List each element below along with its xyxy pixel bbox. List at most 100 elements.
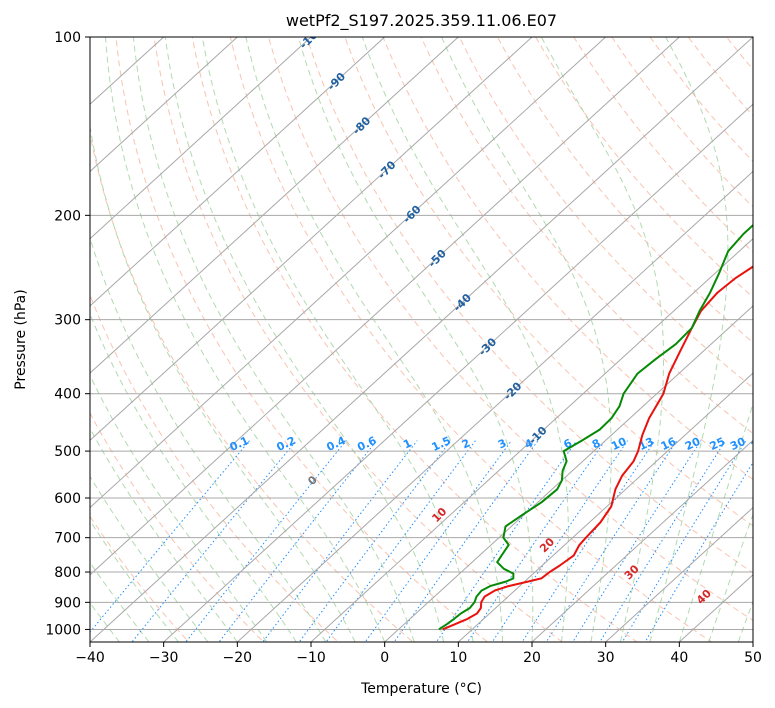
moist-adiabat-line: [678, 401, 753, 642]
isotherm-line: [90, 37, 460, 374]
dry-adiabat-line: [267, 37, 753, 622]
y-tick-label: 300: [54, 313, 81, 329]
temperature-profile-line: [442, 265, 753, 631]
isotherm-line: [531, 439, 753, 642]
moist-adiabat-line: [105, 37, 386, 642]
dry-adiabat-line: [90, 412, 265, 642]
mixing-ratio-labels: 0.1 0.2 0.4 0.6 1 1.5 2 3 4 6 8 10 13 16 20 25 30 36: [228, 434, 769, 454]
mixing-ratio-line: [491, 440, 629, 642]
x-tick-label: 20: [523, 650, 541, 666]
y-tick-label: 1000: [45, 622, 81, 638]
moist-adiabat-line: [90, 374, 268, 642]
x-tick-label: 50: [744, 650, 762, 666]
dewpoint-profile-line: [438, 223, 753, 631]
dry-adiabat-line: [344, 37, 753, 527]
moist-adiabat-line: [361, 37, 569, 642]
isotherm-line: [383, 305, 753, 642]
isotherm-line: [457, 372, 753, 642]
mixing-ratio-lines: [90, 440, 753, 642]
dry-adiabats: [90, 0, 775, 654]
mixing-ratio-line: [218, 440, 378, 642]
isotherm-line: [604, 506, 753, 642]
plot-frame: [89, 36, 754, 643]
moist-adiabat-line: [441, 37, 612, 642]
mixing-ratio-line: [364, 440, 512, 642]
mixing-ratio-line: [466, 440, 606, 642]
moist-adiabat-line: [90, 561, 150, 642]
mixing-ratio-line: [545, 440, 678, 642]
dry-adiabat-line: [229, 37, 713, 642]
y-tick-label: 100: [54, 30, 81, 46]
plot-area: -100-90-80-70-60-50-40-30-20-10 0.1 0.2 0.…: [0, 0, 775, 654]
x-tick-label: −10: [296, 650, 326, 666]
dry-adiabat-line: [115, 37, 489, 642]
isotherm-line: [90, 37, 312, 240]
mixing-ratio-line: [572, 440, 702, 642]
dry-adiabat-line: [306, 37, 753, 574]
x-tick-label: 30: [597, 650, 615, 666]
dry-adiabat-line: [153, 37, 564, 642]
moist-adiabat-line: [90, 312, 297, 642]
y-tick-label: 900: [54, 595, 81, 611]
y-axis: 100 200 300 400 500 600 700 800 900 1000: [45, 30, 90, 638]
isotherm-line: [90, 37, 533, 442]
isotherm-line: [90, 37, 753, 642]
dry-adiabat-line: [757, 0, 775, 654]
mixing-ratio-line: [90, 440, 250, 633]
moist-adiabat-line: [90, 427, 238, 642]
moist-adiabat-line: [90, 519, 179, 642]
y-tick-label: 800: [54, 565, 81, 581]
moist-adiabat-line: [90, 475, 209, 642]
moist-adiabat-line: [90, 236, 327, 642]
dry-adiabat-line: [191, 37, 638, 642]
isobars: [90, 37, 753, 630]
isotherm-line: [90, 37, 386, 307]
isotherm-line: [162, 103, 753, 642]
moist-adiabat-line: [201, 37, 474, 642]
moist-adiabat-line: [649, 37, 729, 642]
y-tick-label: 200: [54, 208, 81, 224]
dry-adiabat-line: [90, 131, 414, 642]
moist-adiabat-line: [164, 37, 445, 642]
x-axis: −40 −30 −20 −10 0 10 20 30 40 50: [75, 642, 762, 666]
y-tick-label: 600: [54, 491, 81, 507]
isotherms: [0, 0, 753, 654]
mixing-ratio-label: 20: [683, 435, 703, 453]
mixing-ratio-line: [644, 461, 753, 642]
mixing-ratio-line: [262, 440, 418, 642]
isotherm-line: [90, 37, 239, 173]
y-tick-label: 700: [54, 531, 81, 547]
x-tick-label: −20: [223, 650, 253, 666]
mixing-ratio-line: [393, 440, 539, 642]
mixing-ratio-line: [131, 440, 297, 642]
isotherm-line: [236, 170, 753, 642]
mixing-ratio-label: 25: [708, 435, 727, 453]
moist-adiabat-line: [540, 37, 664, 642]
x-tick-label: 40: [670, 650, 688, 666]
isotherm-line: [90, 37, 165, 105]
mixing-ratio-line: [521, 440, 656, 642]
y-tick-label: 500: [54, 444, 81, 460]
mixing-ratio-label: 10: [609, 435, 629, 453]
mixing-ratio-label: 30: [728, 435, 748, 453]
mixing-ratio-label: 16: [659, 435, 679, 453]
isotherm-line: [0, 0, 6, 654]
isotherm-line: [310, 237, 753, 642]
x-axis-title: Temperature (°C): [360, 681, 482, 697]
x-tick-label: −30: [149, 650, 179, 666]
moist-adiabat-line: [90, 123, 356, 642]
isotherm-line: [90, 37, 681, 576]
mixing-ratio-label: 36: [749, 435, 769, 453]
dry-adiabat-line: [535, 37, 753, 298]
profiles: [438, 223, 753, 631]
chart-title: wetPf2_S197.2025.359.11.06.E07: [286, 11, 557, 31]
moist-adiabat-line: [297, 37, 534, 642]
x-tick-label: 0: [380, 650, 389, 666]
y-axis-title: Pressure (hPa): [13, 289, 29, 389]
isotherm-line: [90, 37, 607, 509]
x-tick-label: −40: [75, 650, 105, 666]
dry-adiabat-line: [90, 293, 339, 642]
moist-adiabat-line: [245, 37, 503, 642]
x-tick-label: 10: [449, 650, 467, 666]
